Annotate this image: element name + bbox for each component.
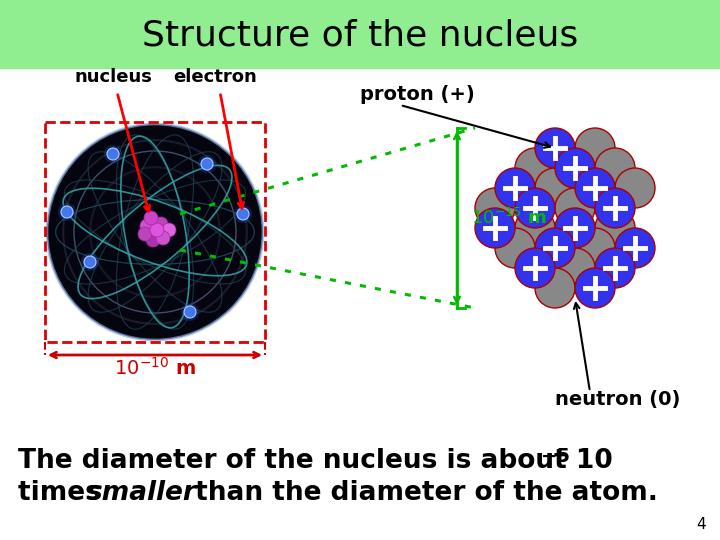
Circle shape [495,228,535,268]
Circle shape [575,228,615,268]
Circle shape [595,248,635,288]
Text: Orbit: Orbit [220,318,245,328]
Circle shape [237,208,249,220]
Text: $10^{-10}$ m: $10^{-10}$ m [114,357,196,379]
Circle shape [555,208,595,248]
Circle shape [595,148,635,188]
Text: 4: 4 [696,517,706,532]
Circle shape [61,206,73,218]
Circle shape [475,208,515,248]
Circle shape [201,158,213,170]
Text: smaller: smaller [87,480,197,506]
Circle shape [615,168,655,208]
Circle shape [535,268,575,308]
Text: Structure of the nucleus: Structure of the nucleus [142,19,578,53]
Circle shape [595,188,635,228]
Bar [45,122,265,342]
Circle shape [575,168,615,208]
Circle shape [58,203,76,221]
Circle shape [144,211,158,225]
Circle shape [515,208,555,248]
Circle shape [475,188,515,228]
Circle shape [575,268,615,308]
Circle shape [595,208,635,248]
Circle shape [47,124,263,340]
Circle shape [107,148,119,160]
Text: electron: electron [173,68,257,86]
Circle shape [150,223,164,237]
Text: proton (+): proton (+) [360,85,474,105]
Text: The diameter of the nucleus is about 10: The diameter of the nucleus is about 10 [18,448,613,474]
Text: $10^{-15}$ m: $10^{-15}$ m [471,208,546,228]
Circle shape [154,217,168,231]
Circle shape [555,188,595,228]
Circle shape [104,145,122,163]
Circle shape [198,155,216,173]
Text: neutron (0): neutron (0) [555,390,680,409]
Circle shape [515,248,555,288]
Circle shape [138,227,152,241]
Circle shape [495,168,535,208]
Text: nucleus: nucleus [74,68,152,86]
Circle shape [515,148,555,188]
Circle shape [535,128,575,168]
Circle shape [162,223,176,237]
Circle shape [535,228,575,268]
Circle shape [140,219,154,233]
Circle shape [146,233,160,247]
Circle shape [555,248,595,288]
Circle shape [575,128,615,168]
Bar [0,0,720,68]
Text: −5: −5 [541,447,571,466]
Circle shape [234,205,252,223]
Circle shape [535,168,575,208]
Text: times: times [18,480,110,506]
Circle shape [555,148,595,188]
Circle shape [615,228,655,268]
Circle shape [84,256,96,268]
Circle shape [81,253,99,271]
Circle shape [184,306,196,318]
Text: than the diameter of the atom.: than the diameter of the atom. [186,480,658,506]
Circle shape [156,231,170,245]
Circle shape [181,303,199,321]
Circle shape [515,188,555,228]
